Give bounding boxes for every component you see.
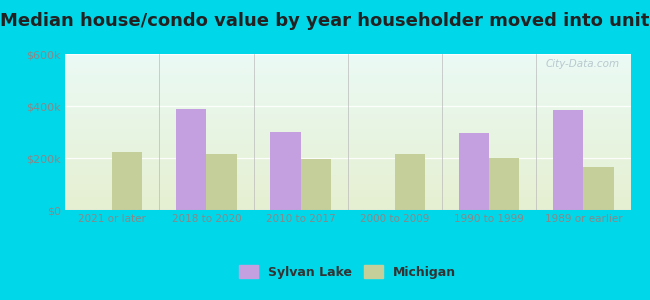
Bar	[300, 159, 331, 210]
Text: City-Data.com: City-Data.com	[545, 59, 619, 69]
Bar	[395, 154, 425, 210]
Bar	[112, 152, 142, 210]
Bar	[270, 132, 300, 210]
Bar	[553, 110, 584, 210]
Legend: Sylvan Lake, Michigan: Sylvan Lake, Michigan	[234, 260, 462, 284]
Bar	[207, 154, 237, 210]
Text: Median house/condo value by year householder moved into unit: Median house/condo value by year househo…	[0, 12, 650, 30]
Bar	[584, 167, 614, 210]
Bar	[489, 158, 519, 210]
Bar	[459, 133, 489, 210]
Bar	[176, 109, 206, 210]
